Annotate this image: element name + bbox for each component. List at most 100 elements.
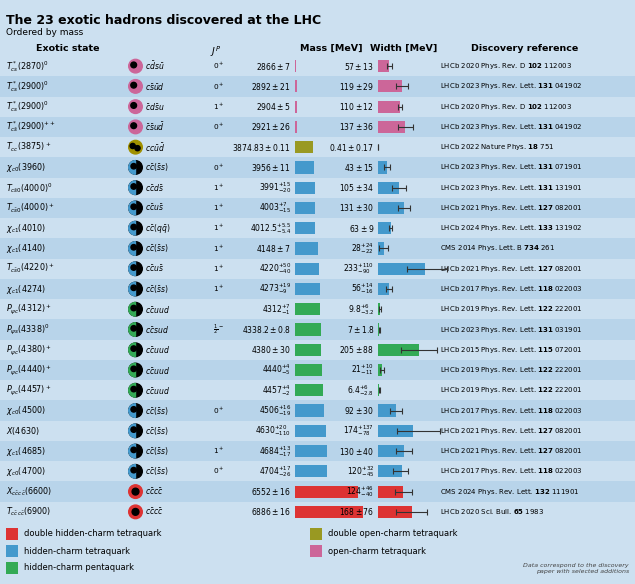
Text: $J^P$: $J^P$ — [210, 44, 222, 58]
Text: $\frac{1}{2}^-$: $\frac{1}{2}^-$ — [213, 322, 225, 336]
Text: Data correspond to the discovery
paper with selected additions: Data correspond to the discovery paper w… — [523, 563, 629, 574]
Text: $56^{+14}_{-16}$: $56^{+14}_{-16}$ — [351, 281, 374, 297]
Circle shape — [131, 184, 137, 189]
Wedge shape — [129, 384, 135, 397]
FancyBboxPatch shape — [0, 380, 635, 401]
FancyBboxPatch shape — [295, 465, 327, 478]
FancyBboxPatch shape — [295, 384, 323, 397]
Text: $0^+$: $0^+$ — [213, 162, 225, 173]
Text: LHCb 2021 Phys. Rev. Lett. $\mathbf{127}$ 082001: LHCb 2021 Phys. Rev. Lett. $\mathbf{127}… — [440, 446, 582, 456]
Text: Width [MeV]: Width [MeV] — [370, 44, 438, 53]
Circle shape — [135, 145, 140, 151]
Text: CMS 2024 Phys. Rev. Lett. $\mathbf{132}$ 111901: CMS 2024 Phys. Rev. Lett. $\mathbf{132}$… — [440, 486, 579, 496]
Text: LHCb 2019 Phys. Rev. Lett. $\mathbf{122}$ 222001: LHCb 2019 Phys. Rev. Lett. $\mathbf{122}… — [440, 365, 582, 375]
FancyBboxPatch shape — [0, 198, 635, 218]
Text: $0^+$: $0^+$ — [213, 405, 225, 416]
Text: $T_{c\bar{s}0}(4000)^+$: $T_{c\bar{s}0}(4000)^+$ — [6, 201, 55, 214]
FancyBboxPatch shape — [6, 562, 18, 574]
FancyBboxPatch shape — [295, 60, 296, 72]
Circle shape — [131, 305, 137, 311]
FancyBboxPatch shape — [378, 324, 379, 336]
Text: $4148\pm7$: $4148\pm7$ — [256, 243, 291, 254]
Text: $4457^{+4}_{-2}$: $4457^{+4}_{-2}$ — [262, 383, 291, 398]
Text: LHCb 2019 Phys. Rev. Lett. $\mathbf{122}$ 222001: LHCb 2019 Phys. Rev. Lett. $\mathbf{122}… — [440, 385, 582, 395]
Circle shape — [131, 82, 137, 88]
Text: $cc\bar{u}\bar{d}$: $cc\bar{u}\bar{d}$ — [145, 141, 165, 154]
Text: $c\bar{c}uud$: $c\bar{c}uud$ — [145, 385, 170, 396]
Wedge shape — [129, 404, 135, 418]
Wedge shape — [129, 181, 135, 194]
Text: $c\bar{d}s\bar{u}$: $c\bar{d}s\bar{u}$ — [145, 60, 164, 72]
Text: $\chi_{c1}(4685)$: $\chi_{c1}(4685)$ — [6, 444, 46, 458]
FancyBboxPatch shape — [295, 445, 326, 457]
Circle shape — [131, 224, 137, 230]
FancyBboxPatch shape — [378, 121, 405, 133]
FancyBboxPatch shape — [295, 344, 321, 356]
FancyBboxPatch shape — [0, 178, 635, 198]
FancyBboxPatch shape — [295, 222, 316, 234]
FancyBboxPatch shape — [378, 161, 387, 173]
Text: $4684^{+13}_{-17}$: $4684^{+13}_{-17}$ — [258, 444, 291, 458]
Text: double hidden-charm tetraquark: double hidden-charm tetraquark — [24, 530, 161, 538]
Circle shape — [131, 204, 137, 210]
FancyBboxPatch shape — [378, 263, 425, 275]
Text: $c\bar{c}(\bar{s}s)$: $c\bar{c}(\bar{s}s)$ — [145, 161, 169, 173]
Circle shape — [129, 262, 142, 276]
Text: $c\bar{c}uud$: $c\bar{c}uud$ — [145, 364, 170, 376]
Text: $3874.83\pm0.11$: $3874.83\pm0.11$ — [232, 142, 291, 152]
FancyBboxPatch shape — [378, 202, 404, 214]
Text: $0^+$: $0^+$ — [213, 466, 225, 477]
Text: LHCb 2020 Phys. Rev. D $\mathbf{102}$ 112003: LHCb 2020 Phys. Rev. D $\mathbf{102}$ 11… — [440, 102, 572, 112]
Circle shape — [129, 181, 142, 194]
Text: $\chi_{c0}(4700)$: $\chi_{c0}(4700)$ — [6, 465, 46, 478]
Circle shape — [131, 245, 137, 250]
Wedge shape — [129, 444, 135, 458]
FancyBboxPatch shape — [378, 425, 413, 437]
FancyBboxPatch shape — [378, 60, 389, 72]
FancyBboxPatch shape — [295, 425, 326, 437]
Text: LHCb 2022 Nature Phys. $\mathbf{18}$ 751: LHCb 2022 Nature Phys. $\mathbf{18}$ 751 — [440, 142, 554, 152]
Circle shape — [129, 384, 142, 397]
FancyBboxPatch shape — [0, 340, 635, 360]
Text: CMS 2014 Phys. Lett. B $\mathbf{734}$ 261: CMS 2014 Phys. Lett. B $\mathbf{734}$ 26… — [440, 244, 555, 253]
FancyBboxPatch shape — [310, 528, 322, 540]
Text: $\bar{c}\bar{s}u\bar{d}$: $\bar{c}\bar{s}u\bar{d}$ — [145, 120, 165, 133]
FancyBboxPatch shape — [295, 81, 297, 92]
Text: $T_{c\bar{c}c\bar{c}}(6900)$: $T_{c\bar{c}c\bar{c}}(6900)$ — [6, 506, 51, 518]
Circle shape — [129, 282, 142, 296]
FancyBboxPatch shape — [378, 81, 402, 92]
Circle shape — [129, 505, 142, 519]
Circle shape — [129, 424, 142, 437]
FancyBboxPatch shape — [295, 405, 324, 416]
FancyBboxPatch shape — [378, 344, 419, 356]
Text: $168\pm76$: $168\pm76$ — [339, 506, 374, 517]
FancyBboxPatch shape — [378, 445, 404, 457]
Text: $X_{c\bar{c}c\bar{c}}(6600)$: $X_{c\bar{c}c\bar{c}}(6600)$ — [6, 485, 52, 498]
Circle shape — [129, 404, 142, 418]
Text: Ordered by mass: Ordered by mass — [6, 28, 83, 37]
Text: Mass [MeV]: Mass [MeV] — [300, 44, 363, 53]
Text: $124^{+46}_{-40}$: $124^{+46}_{-40}$ — [346, 484, 374, 499]
Circle shape — [129, 363, 142, 377]
Text: $0.41\pm0.17$: $0.41\pm0.17$ — [330, 142, 374, 152]
FancyBboxPatch shape — [0, 502, 635, 522]
Text: $c\bar{s}\bar{u}d$: $c\bar{s}\bar{u}d$ — [145, 81, 165, 92]
Circle shape — [131, 427, 137, 432]
Text: $\chi_{c0}(4500)$: $\chi_{c0}(4500)$ — [6, 404, 46, 417]
Text: $c\bar{c}(\bar{s}s)$: $c\bar{c}(\bar{s}s)$ — [145, 283, 169, 295]
Wedge shape — [129, 343, 135, 357]
Text: $\chi_{c1}(4010)$: $\chi_{c1}(4010)$ — [6, 222, 46, 235]
Circle shape — [129, 221, 142, 235]
Circle shape — [129, 303, 142, 316]
FancyBboxPatch shape — [0, 218, 635, 238]
Text: $c\bar{c}c\bar{c}$: $c\bar{c}c\bar{c}$ — [145, 506, 164, 517]
Text: $c\bar{c}u\bar{s}$: $c\bar{c}u\bar{s}$ — [145, 263, 164, 274]
Circle shape — [131, 164, 137, 169]
Text: $119\pm29$: $119\pm29$ — [339, 81, 374, 92]
FancyBboxPatch shape — [0, 299, 635, 319]
Text: $1^+$: $1^+$ — [213, 183, 225, 193]
Text: $4440^{+4}_{-5}$: $4440^{+4}_{-5}$ — [262, 363, 291, 377]
FancyBboxPatch shape — [378, 100, 400, 113]
Text: $4273^{+19}_{-9}$: $4273^{+19}_{-9}$ — [258, 281, 291, 297]
Wedge shape — [129, 363, 135, 377]
